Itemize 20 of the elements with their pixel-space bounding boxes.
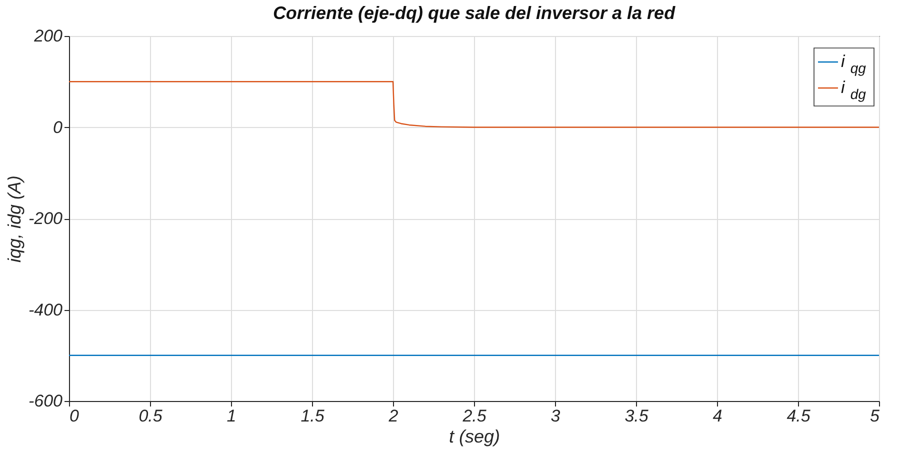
y-tick-label: 0	[53, 118, 64, 137]
line-series	[68, 81, 880, 128]
x-tick-label: 3.5	[624, 406, 649, 426]
y-axis-title: iqg, idg (A)	[4, 175, 24, 263]
x-tick-label: 5	[870, 406, 880, 426]
x-tick-label: 2	[388, 406, 399, 426]
x-axis-title: t (seg)	[448, 426, 500, 446]
y-tick-label: -400	[28, 300, 64, 320]
x-tick-label: 3	[550, 406, 561, 426]
y-tick-label: 200	[33, 26, 64, 46]
x-tick-label: 4.5	[786, 406, 811, 426]
x-tick-label: 0.5	[138, 406, 163, 426]
y-tick-label: -600	[28, 392, 64, 410]
x-tick-label: 1	[226, 406, 236, 426]
x-tick-label: 0	[70, 406, 80, 426]
chart-title: Corriente (eje-dq) que sale del inversor a la red	[272, 3, 676, 23]
x-tick-label: 1.5	[300, 406, 325, 426]
y-tick-label: -200	[28, 209, 64, 228]
x-tick-label: 4	[712, 406, 722, 426]
x-tick-label: 2.5	[462, 406, 487, 426]
